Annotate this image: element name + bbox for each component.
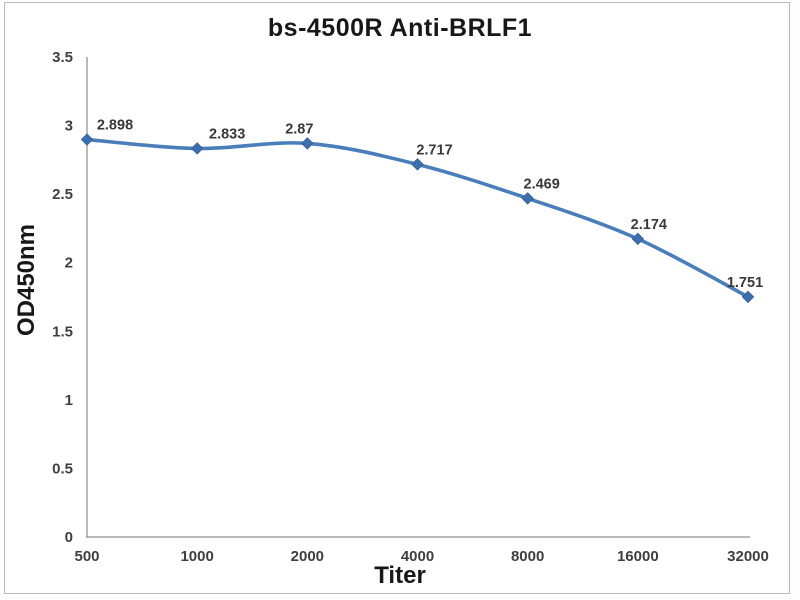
data-point-marker	[80, 133, 94, 146]
data-point-marker	[631, 232, 645, 246]
data-point-marker	[521, 192, 534, 205]
data-point-label: 2.174	[631, 217, 667, 233]
chart-frame	[4, 2, 790, 594]
x-tick-label: 4000	[401, 548, 434, 565]
x-tick-label: 1000	[180, 548, 213, 565]
y-tick-label: 2.5	[52, 186, 73, 203]
data-point-label: 2.469	[524, 176, 560, 192]
y-tick-label: 0	[65, 529, 73, 546]
data-point-label: 1.751	[727, 275, 763, 291]
data-point-label: 2.717	[416, 142, 452, 158]
data-point-marker	[301, 137, 314, 150]
y-tick-label: 3	[65, 118, 73, 135]
data-point-label: 2.898	[97, 118, 133, 134]
data-point-label: 2.833	[209, 126, 245, 142]
y-tick-label: 2	[65, 255, 73, 272]
data-point-label: 2.87	[285, 121, 313, 137]
y-tick-label: 1.5	[52, 323, 73, 340]
data-point-marker	[411, 158, 424, 171]
x-tick-label: 32000	[727, 548, 769, 565]
chart-title: bs-4500R Anti-BRLF1	[267, 14, 533, 42]
y-tick-label: 3.5	[52, 49, 73, 66]
x-tick-label: 16000	[617, 548, 659, 565]
data-point-marker	[741, 290, 755, 304]
y-tick-label: 0.5	[52, 460, 73, 477]
x-tick-label: 500	[74, 548, 99, 565]
data-point-marker	[190, 142, 204, 155]
x-tick-label: 8000	[511, 548, 544, 565]
y-tick-label: 1	[65, 392, 73, 409]
x-tick-label: 2000	[291, 548, 324, 565]
x-axis-title: Titer	[374, 562, 426, 589]
